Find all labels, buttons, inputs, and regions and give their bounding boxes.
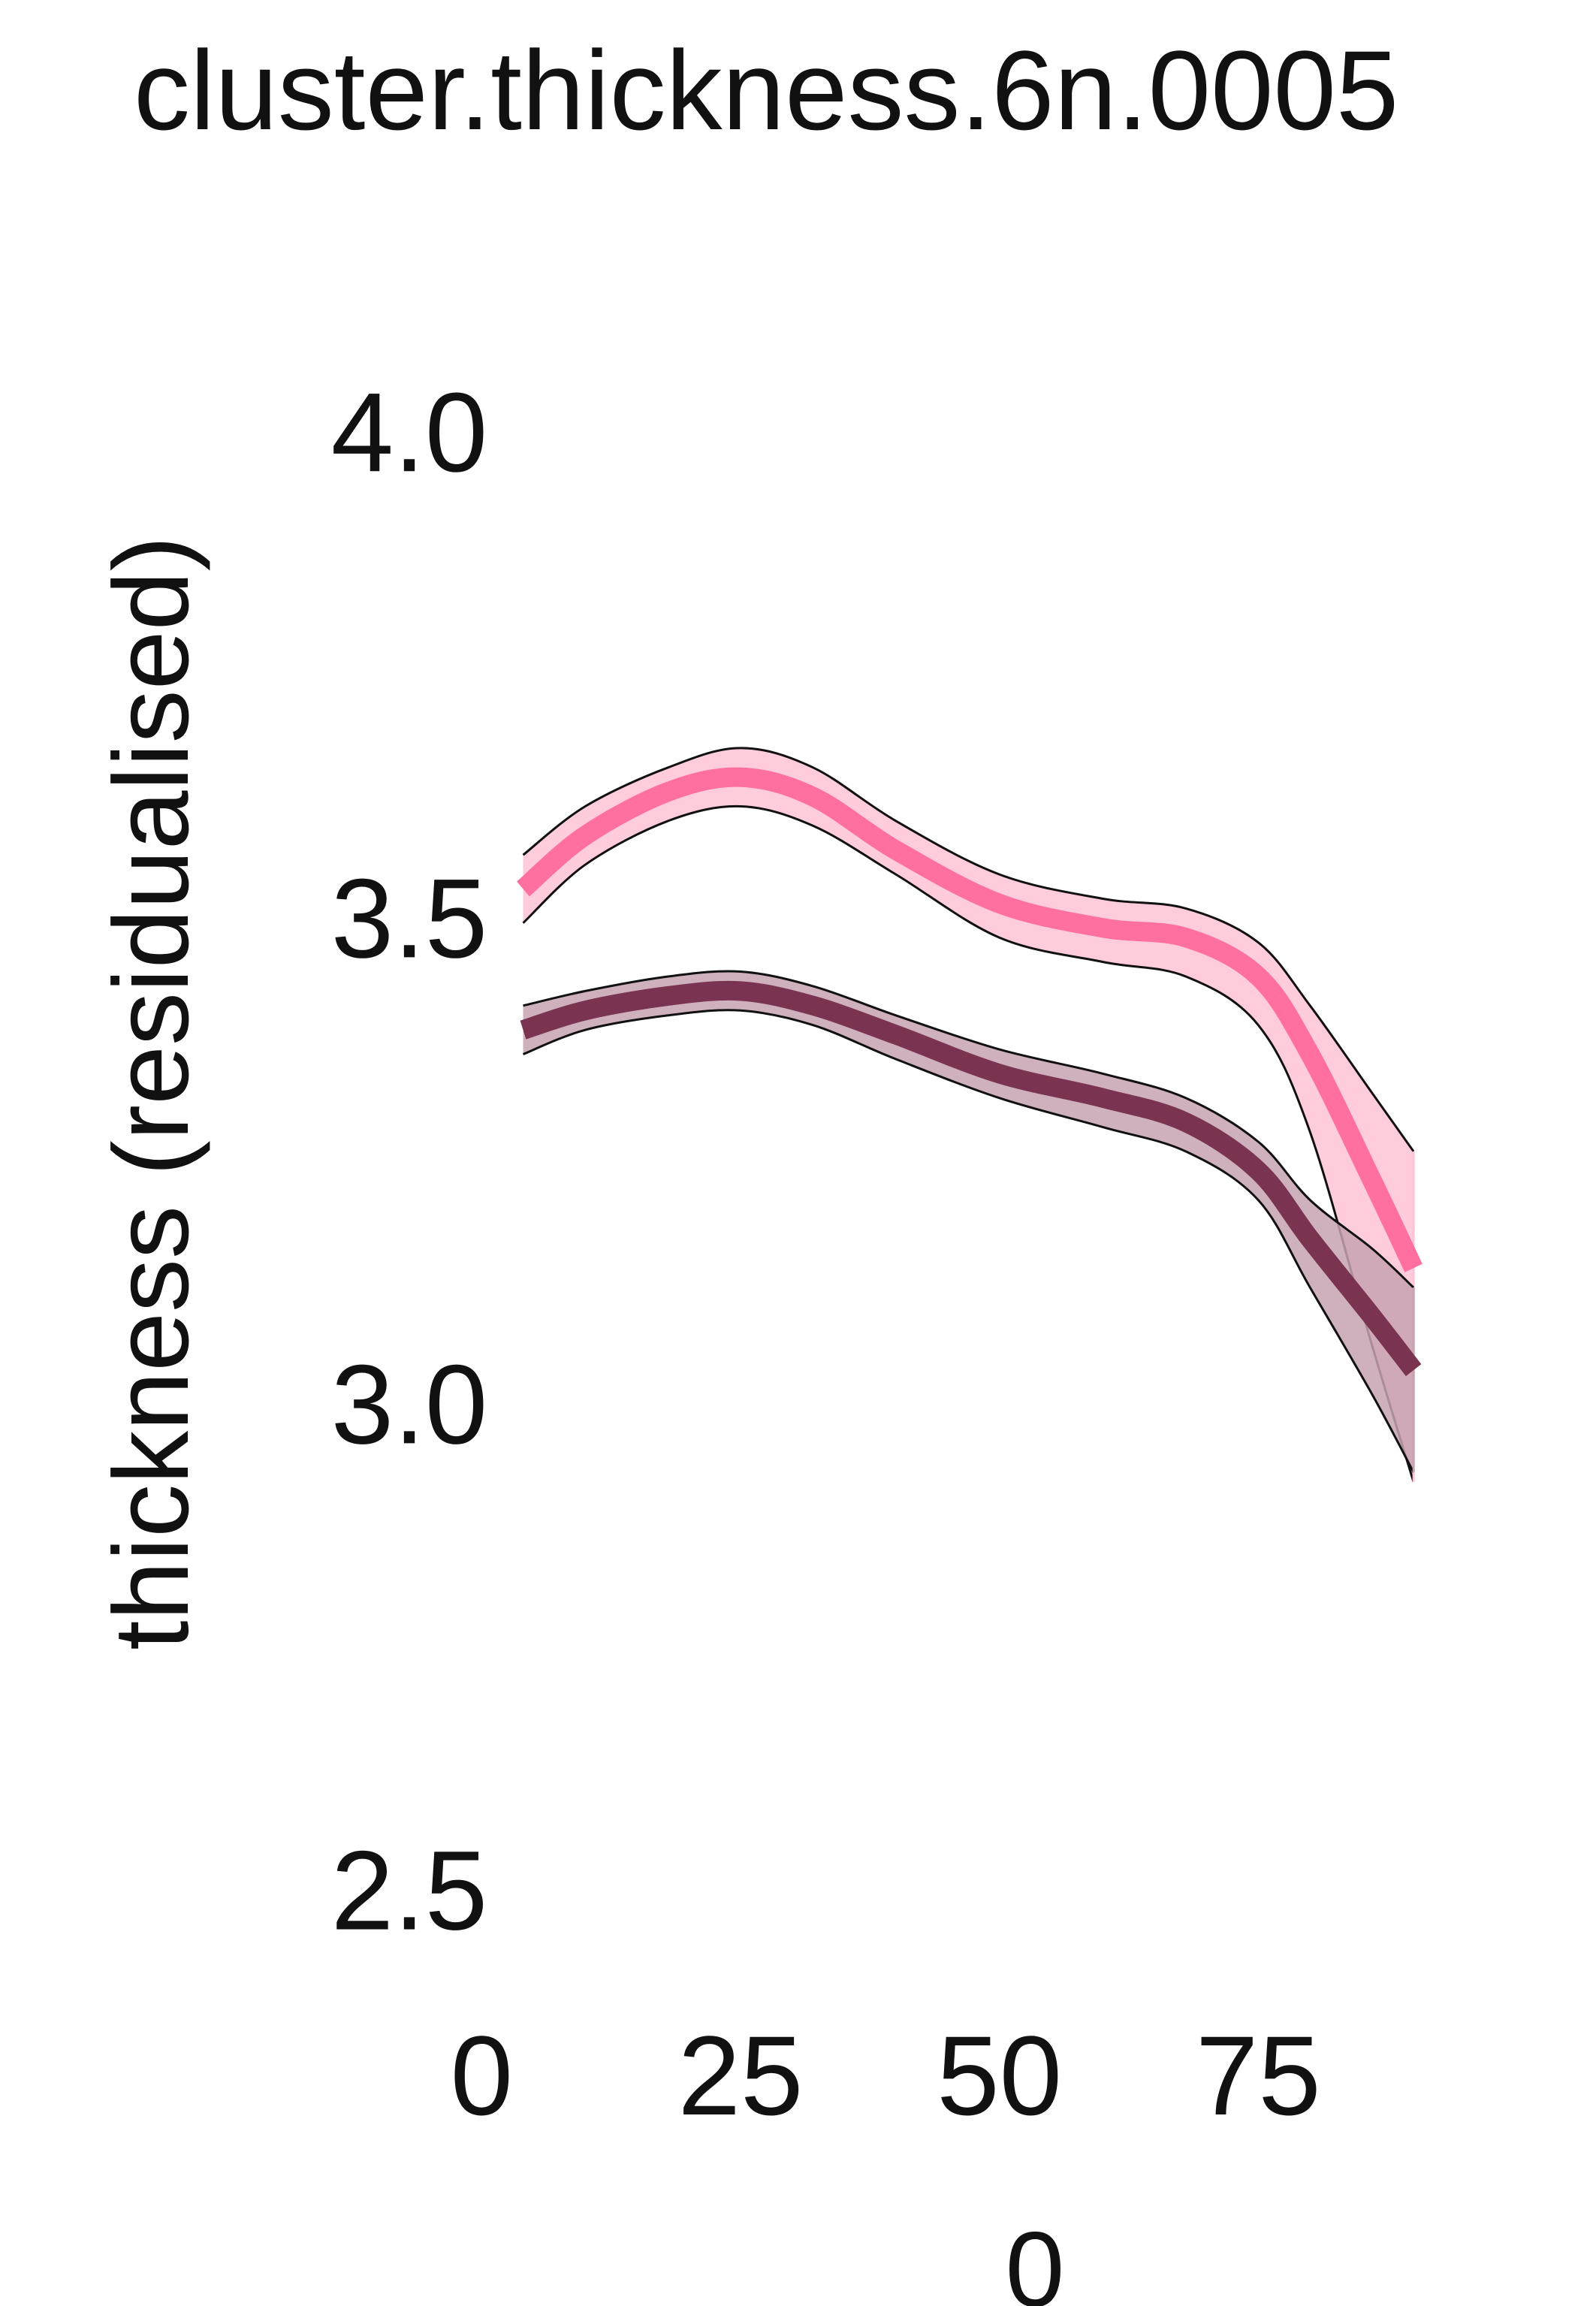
- x-tick-label-1: 25: [678, 2012, 804, 2138]
- x-tick-label-0: 0: [451, 2012, 513, 2138]
- series-1-line: [520, 980, 1422, 1377]
- y-axis-label: thickness (residualised): [92, 536, 211, 1650]
- x-tick-label-2: 50: [937, 2012, 1062, 2138]
- y-tick-label-1: 3.0: [331, 1341, 488, 1467]
- series-0-band-upper: [522, 747, 1415, 1152]
- series-1-band-upper: [523, 970, 1415, 1289]
- series-0-band-lower: [522, 804, 1415, 1483]
- y-tick-label-0: 2.5: [331, 1827, 488, 1953]
- series-lines: [516, 767, 1423, 1377]
- x-tick-labels: 0 25 50 75: [451, 2012, 1321, 2138]
- y-tick-label-2: 3.5: [331, 855, 488, 981]
- x-tick-label-3: 75: [1196, 2012, 1321, 2138]
- series-1-band-lower: [522, 1009, 1415, 1473]
- chart-title: cluster.thickness.6n.0005: [134, 27, 1398, 153]
- x-axis-label: 0: [1006, 2210, 1065, 2306]
- y-tick-label-3: 4.0: [331, 369, 488, 495]
- series-0-band: [523, 747, 1414, 1482]
- y-tick-labels: 2.5 3.0 3.5 4.0: [331, 369, 488, 1953]
- series-0-line: [516, 767, 1423, 1272]
- confidence-bands: [522, 747, 1415, 1483]
